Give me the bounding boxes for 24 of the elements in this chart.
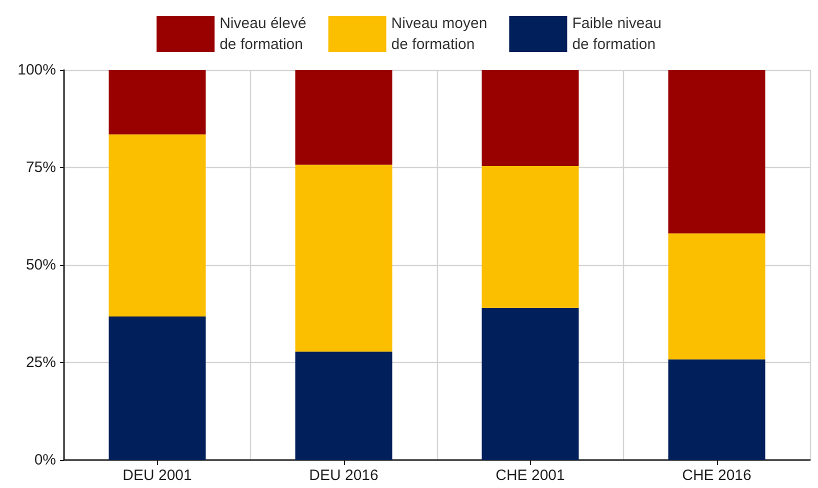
bar xyxy=(108,70,206,134)
bar xyxy=(668,70,766,234)
y-tick-label: 100% xyxy=(18,62,56,78)
bar xyxy=(295,164,392,352)
y-tick-label: 75% xyxy=(26,159,56,176)
x-tick-label: CHE 2016 xyxy=(682,467,752,484)
y-tick-label: 50% xyxy=(26,256,56,274)
x-tick-label: DEU 2016 xyxy=(309,467,378,484)
legend-label: Faible niveau de formation xyxy=(572,15,662,53)
legend-label: Niveau élevé de formation xyxy=(220,15,306,53)
bar xyxy=(482,70,579,166)
bar xyxy=(295,352,392,460)
bar xyxy=(108,134,206,316)
bar xyxy=(668,359,766,460)
x-tick-label: DEU 2001 xyxy=(122,467,192,484)
bar xyxy=(482,308,579,460)
bar xyxy=(482,166,579,308)
y-tick-label: 0% xyxy=(34,452,56,468)
bar xyxy=(668,233,766,360)
y-tick-label: 25% xyxy=(26,354,56,371)
bar xyxy=(108,316,206,460)
x-tick-label: CHE 2001 xyxy=(496,467,565,484)
bar xyxy=(295,70,392,165)
legend-label: Niveau moyen de formation xyxy=(391,15,488,53)
